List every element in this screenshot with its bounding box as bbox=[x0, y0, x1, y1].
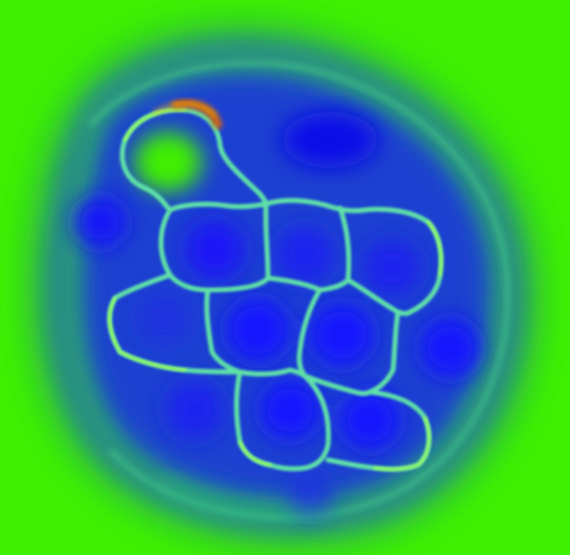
cell-core bbox=[226, 298, 290, 362]
bond bbox=[302, 373, 373, 396]
cell-core bbox=[185, 220, 245, 280]
bond bbox=[204, 287, 243, 375]
bond bbox=[367, 309, 401, 395]
bond-highlights bbox=[108, 108, 443, 471]
cell-core bbox=[167, 382, 223, 438]
bond bbox=[267, 373, 331, 472]
cell-core bbox=[420, 318, 480, 378]
cell-core bbox=[364, 240, 420, 296]
bond bbox=[119, 137, 173, 213]
cell-core bbox=[74, 196, 126, 248]
hotspot-glow bbox=[153, 102, 217, 117]
bond-highlight bbox=[373, 416, 431, 471]
bond-highlight bbox=[426, 220, 443, 277]
cell-core bbox=[288, 473, 332, 517]
bond-highlight bbox=[123, 108, 187, 142]
bond bbox=[263, 197, 368, 214]
cell-cores bbox=[74, 196, 480, 517]
green-spot bbox=[134, 132, 202, 192]
cell-core bbox=[260, 380, 320, 440]
bond bbox=[296, 287, 323, 379]
cell-core bbox=[310, 303, 374, 367]
bond-highlight bbox=[108, 296, 187, 372]
dark-patch-top bbox=[282, 112, 378, 168]
cell-core bbox=[340, 390, 400, 450]
cell-core bbox=[139, 292, 191, 344]
bond-highlight bbox=[238, 440, 272, 467]
bond bbox=[237, 367, 308, 379]
bond bbox=[337, 205, 352, 283]
cell-core bbox=[277, 227, 333, 283]
bond bbox=[167, 201, 269, 213]
bottom-fringe bbox=[156, 474, 331, 522]
